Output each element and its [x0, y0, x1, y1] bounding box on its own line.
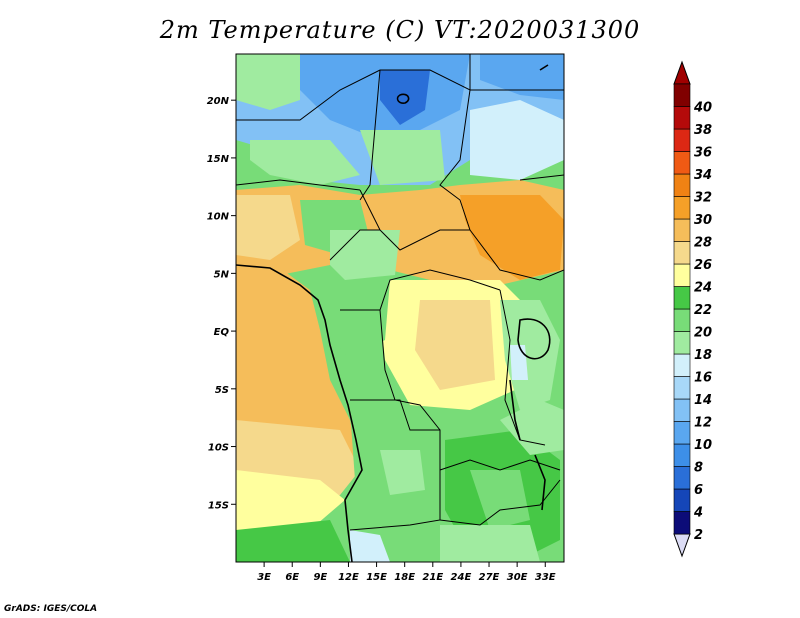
- colorbar-swatch: [673, 421, 691, 445]
- lat-tick-label: 5S: [215, 385, 229, 396]
- colorbar-swatch: [673, 241, 691, 265]
- colorbar-label: 18: [694, 348, 712, 363]
- colorbar-swatch: [673, 173, 691, 197]
- colorbar-label: 20: [694, 326, 712, 341]
- lat-tick-label: 10N: [207, 212, 230, 223]
- colorbar-swatch: [673, 488, 691, 512]
- map-frame: [235, 53, 565, 563]
- colorbar-label: 22: [694, 303, 712, 318]
- lon-tick-label: 21E: [422, 572, 443, 583]
- map-title: 2m Temperature (C) VT:2020031300: [159, 16, 641, 44]
- lon-tick-label: 6E: [285, 572, 299, 583]
- colorbar-swatch: [673, 466, 691, 490]
- colorbar-swatch: [673, 196, 691, 220]
- colorbar-label: 28: [694, 236, 712, 251]
- lat-tick-label: 15N: [207, 154, 230, 165]
- colorbar-label: 16: [694, 371, 712, 386]
- colorbar-label: 6: [694, 483, 703, 498]
- colorbar-swatch: [673, 443, 691, 467]
- colorbar-label: 36: [694, 146, 712, 161]
- lon-tick-label: 15E: [366, 572, 387, 583]
- lon-tick-label: 18E: [394, 572, 415, 583]
- colorbar-swatch: [673, 83, 691, 107]
- colorbar-swatch: [673, 331, 691, 355]
- longitude-axis: 3E 6E 9E 12E 15E 18E 21E 24E 27E 30E 33E: [257, 562, 556, 583]
- lat-tick-label: 15S: [208, 500, 229, 511]
- lon-tick-label: 30E: [507, 572, 528, 583]
- colorbar-label: 10: [694, 438, 712, 453]
- colorbar-over-arrow: [673, 60, 691, 85]
- colorbar-label: 2: [694, 528, 703, 543]
- lon-tick-label: 3E: [257, 572, 271, 583]
- lat-tick-label: EQ: [214, 327, 230, 338]
- lat-tick-label: 5N: [214, 269, 230, 280]
- latitude-axis: 20N 15N 10N 5N EQ 5S 10S 15S: [207, 96, 236, 511]
- colorbar-swatch: [673, 308, 691, 332]
- colorbar-swatch: [673, 218, 691, 242]
- temperature-map: [236, 54, 564, 562]
- colorbar-swatch: [673, 263, 691, 287]
- colorbar-swatch: [673, 398, 691, 422]
- lon-tick-label: 9E: [313, 572, 327, 583]
- colorbar-label: 38: [694, 123, 712, 138]
- colorbar-under-arrow: [673, 533, 691, 558]
- colorbar-label: 34: [694, 168, 712, 183]
- grads-credit: GrADS: IGES/COLA: [4, 604, 98, 614]
- colorbar-swatch: [673, 286, 691, 310]
- lon-tick-label: 12E: [338, 572, 359, 583]
- colorbar-swatch: [673, 106, 691, 130]
- colorbar-label: 32: [694, 191, 712, 206]
- lon-tick-label: 27E: [479, 572, 500, 583]
- colorbar-swatch: [673, 511, 691, 535]
- colorbar-label: 24: [694, 281, 712, 296]
- lat-tick-label: 10S: [208, 443, 229, 454]
- colorbar-label: 40: [693, 101, 712, 116]
- colorbar-swatch: [673, 376, 691, 400]
- colorbar-swatch: [673, 353, 691, 377]
- colorbar-label: 30: [694, 213, 712, 228]
- colorbar-label: 12: [694, 416, 712, 431]
- lon-tick-label: 24E: [451, 572, 472, 583]
- colorbar-label: 4: [693, 506, 703, 521]
- colorbar-swatch: [673, 128, 691, 152]
- lat-tick-label: 20N: [207, 96, 230, 107]
- colorbar-label: 26: [694, 258, 712, 273]
- lon-tick-label: 33E: [535, 572, 556, 583]
- colorbar-label: 8: [694, 461, 703, 476]
- colorbar-swatch: [673, 151, 691, 175]
- colorbar-label: 14: [694, 393, 712, 408]
